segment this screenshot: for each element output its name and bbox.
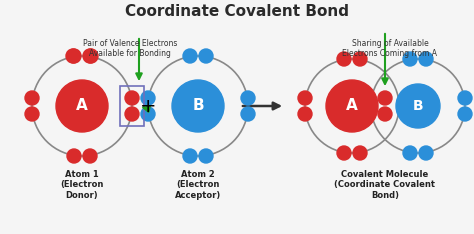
Text: Pair of Valence Electrons
Available for Bonding: Pair of Valence Electrons Available for … — [83, 39, 177, 58]
Circle shape — [199, 49, 213, 63]
Circle shape — [66, 49, 80, 63]
Circle shape — [241, 107, 255, 121]
Text: Atom 2
(Electron
Acceptor): Atom 2 (Electron Acceptor) — [175, 170, 221, 200]
Circle shape — [56, 80, 108, 132]
Text: A: A — [76, 99, 88, 113]
Text: Covalent Molecule
(Coordinate Covalent
Bond): Covalent Molecule (Coordinate Covalent B… — [335, 170, 436, 200]
Circle shape — [183, 149, 197, 163]
Circle shape — [172, 80, 224, 132]
Circle shape — [298, 91, 312, 105]
Text: B: B — [192, 99, 204, 113]
Text: Atom 1
(Electron
Donor): Atom 1 (Electron Donor) — [60, 170, 104, 200]
Text: Sharing of Available
Electrons Coming from A: Sharing of Available Electrons Coming fr… — [343, 39, 438, 58]
Circle shape — [353, 146, 367, 160]
Circle shape — [125, 91, 139, 105]
Circle shape — [83, 149, 97, 163]
Text: B: B — [413, 99, 423, 113]
Circle shape — [183, 49, 197, 63]
Text: Coordinate Covalent Bond: Coordinate Covalent Bond — [125, 4, 349, 19]
Circle shape — [458, 107, 472, 121]
Circle shape — [67, 49, 81, 63]
Circle shape — [378, 91, 392, 105]
Circle shape — [84, 49, 98, 63]
Circle shape — [298, 107, 312, 121]
Circle shape — [337, 146, 351, 160]
Circle shape — [141, 107, 155, 121]
Circle shape — [326, 80, 378, 132]
Circle shape — [141, 91, 155, 105]
Circle shape — [403, 52, 417, 66]
Circle shape — [125, 107, 139, 121]
Text: +: + — [140, 96, 156, 116]
Circle shape — [378, 107, 392, 121]
Circle shape — [25, 107, 39, 121]
Circle shape — [25, 91, 39, 105]
Circle shape — [67, 149, 81, 163]
Circle shape — [419, 52, 433, 66]
Circle shape — [83, 49, 97, 63]
Circle shape — [419, 146, 433, 160]
Circle shape — [199, 149, 213, 163]
Circle shape — [337, 52, 351, 66]
Circle shape — [403, 146, 417, 160]
Circle shape — [396, 84, 440, 128]
Circle shape — [241, 91, 255, 105]
Text: A: A — [346, 99, 358, 113]
Bar — [120, 86, 144, 126]
Circle shape — [458, 91, 472, 105]
Circle shape — [353, 52, 367, 66]
